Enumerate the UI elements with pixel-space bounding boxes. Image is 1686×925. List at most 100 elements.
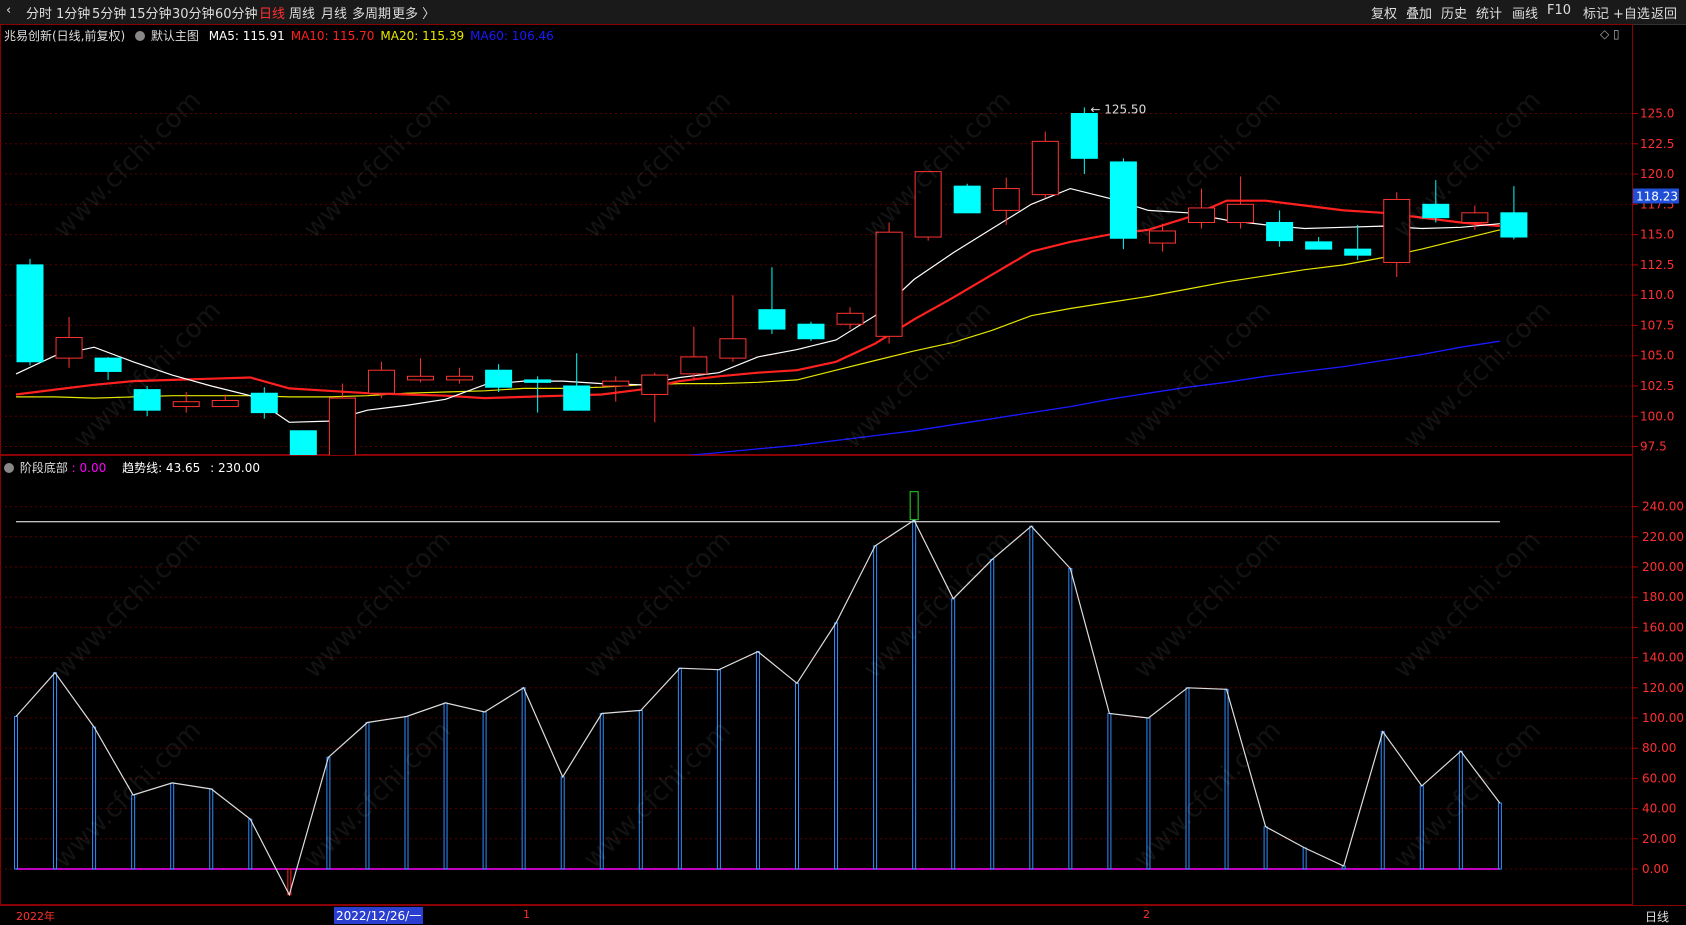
candle-body	[719, 338, 747, 359]
price-tick-label: 112.5	[1640, 258, 1674, 272]
candle-body	[446, 375, 474, 381]
main-chart: 125.0122.5120.0117.5115.0112.5110.0107.5…	[0, 24, 1679, 455]
layout-toggle-icon: ◇ ▯	[1600, 27, 1620, 41]
candle-body	[797, 323, 825, 340]
date-axis-bar: 2022年 2022/12/26/一 1 2 日线	[0, 905, 1686, 924]
period-tab-0[interactable]: 分时	[26, 7, 53, 22]
period-tab-6[interactable]: 日线	[259, 7, 286, 22]
candle-body	[953, 185, 981, 214]
candle-body	[1383, 198, 1411, 263]
candle-body	[1422, 203, 1450, 219]
candle-body	[1461, 212, 1489, 223]
ma-label-0: MA5: 115.91	[208, 29, 285, 43]
period-tab-10[interactable]: 更多 〉	[392, 7, 436, 22]
candle-body	[992, 188, 1020, 211]
sub-tick-label: 200.00	[1642, 560, 1684, 574]
toolbar-btn-3[interactable]: 统计	[1476, 7, 1503, 22]
indicator-bar	[677, 667, 682, 870]
candle-body	[836, 312, 864, 325]
indicator-bar	[1380, 731, 1385, 870]
indicator-bar	[1497, 802, 1502, 870]
period-tab-7[interactable]: 周线	[289, 7, 316, 22]
candle-body	[914, 171, 942, 238]
indicator-bar	[1029, 525, 1034, 870]
indicator-bar	[365, 722, 370, 870]
indicator-toggle-icon[interactable]	[135, 31, 146, 41]
indicator-bar	[14, 715, 18, 870]
period-tab-9[interactable]: 多周期	[352, 7, 392, 22]
indicator-bar	[482, 711, 487, 870]
indicator-bar	[1302, 847, 1307, 870]
candle-body	[1500, 212, 1528, 238]
back-arrow-icon[interactable]: ‹	[6, 3, 12, 18]
indicator-bar	[443, 702, 448, 870]
sub-tick-label: 180.00	[1642, 590, 1684, 604]
candle-body	[1188, 207, 1215, 223]
indicator-bar	[638, 709, 643, 870]
ma-label-2: MA20: 115.39	[380, 29, 465, 43]
sub-indicator-name[interactable]: 阶段底部	[19, 461, 68, 475]
toolbar-btn-5[interactable]: F10	[1547, 3, 1572, 18]
sub-info-bar: 阶段底部 : 0.00 趋势线: 43.65 : 230.00	[4, 459, 260, 476]
indicator-chart: 240.00 220.00 200.00 180.00 160.00 140.00 120.…	[0, 455, 1684, 905]
sub-tick-label: 80.00	[1642, 741, 1676, 755]
period-label[interactable]: 日线	[1645, 910, 1670, 924]
period-tab-3[interactable]: 15分钟	[129, 7, 172, 22]
main-frame	[0, 24, 1633, 455]
indicator-bar	[560, 776, 565, 870]
toolbar-btn-6[interactable]: 标记	[1583, 7, 1610, 22]
toolbar-btn-0[interactable]: 复权	[1371, 7, 1398, 22]
sub-toggle-icon[interactable]	[4, 463, 14, 473]
indicator-bar	[1107, 712, 1112, 870]
indicator-bar	[873, 545, 878, 870]
candle-body	[55, 337, 83, 359]
toolbar-btn-4[interactable]: 画线	[1512, 7, 1539, 22]
candle-body	[1344, 248, 1372, 256]
candle-body	[250, 392, 278, 414]
candle-body	[289, 430, 317, 455]
candle-body	[758, 309, 786, 330]
indicator-bar	[131, 794, 136, 870]
candle-body	[1031, 140, 1059, 196]
stock-title: 兆易创新(日线,前复权)	[4, 29, 126, 43]
candle-body	[1227, 203, 1255, 223]
indicator-bar	[716, 669, 721, 870]
candle-body	[1305, 241, 1333, 250]
price-tick-label: 110.0	[1640, 288, 1674, 302]
sub-tick-label: 240.00	[1642, 500, 1684, 514]
toolbar-btn-1[interactable]: 叠加	[1406, 7, 1433, 22]
current-price-label: 118.23	[1636, 189, 1678, 203]
month-label-1: 1	[523, 908, 530, 921]
month-label-2: 2	[1143, 908, 1150, 921]
period-tab-8[interactable]: 月线	[321, 7, 348, 22]
trend-line-label: 趋势线: 43.65	[122, 461, 201, 475]
indicator-bar	[326, 756, 331, 870]
candle-body	[485, 369, 513, 388]
candle-body	[211, 400, 239, 408]
sub-tick-label: 220.00	[1642, 530, 1684, 544]
price-tick-label: 105.0	[1640, 349, 1674, 363]
sub-indicator-value: : 0.00	[71, 461, 107, 475]
period-tab-2[interactable]: 5分钟	[92, 7, 127, 22]
indicator-bar	[1146, 717, 1151, 870]
sub-tick-label: 140.00	[1642, 651, 1684, 665]
signal-marker	[909, 491, 919, 521]
period-tab-5[interactable]: 60分钟	[215, 7, 258, 22]
period-tab-1[interactable]: 1分钟	[56, 7, 91, 22]
toolbar-btn-8[interactable]: 返回	[1651, 7, 1678, 22]
price-tick-label: 115.0	[1640, 228, 1674, 242]
main-indicator-name[interactable]: 默认主图	[150, 29, 199, 43]
price-tick-label: 120.0	[1640, 167, 1674, 181]
period-tab-4[interactable]: 30分钟	[172, 7, 215, 22]
sub-tick-label: 60.00	[1642, 771, 1676, 785]
toolbar-btn-7[interactable]: +自选	[1613, 7, 1650, 22]
sub-frame	[0, 455, 1633, 905]
indicator-bar	[951, 598, 956, 870]
toolbar-btn-2[interactable]: 历史	[1441, 7, 1468, 22]
indicator-bar	[912, 519, 917, 870]
price-tick-label: 100.0	[1640, 409, 1674, 423]
candle-body	[1109, 161, 1137, 239]
candle-body	[94, 357, 122, 372]
candle-body	[16, 264, 44, 363]
candle-body	[875, 231, 903, 337]
